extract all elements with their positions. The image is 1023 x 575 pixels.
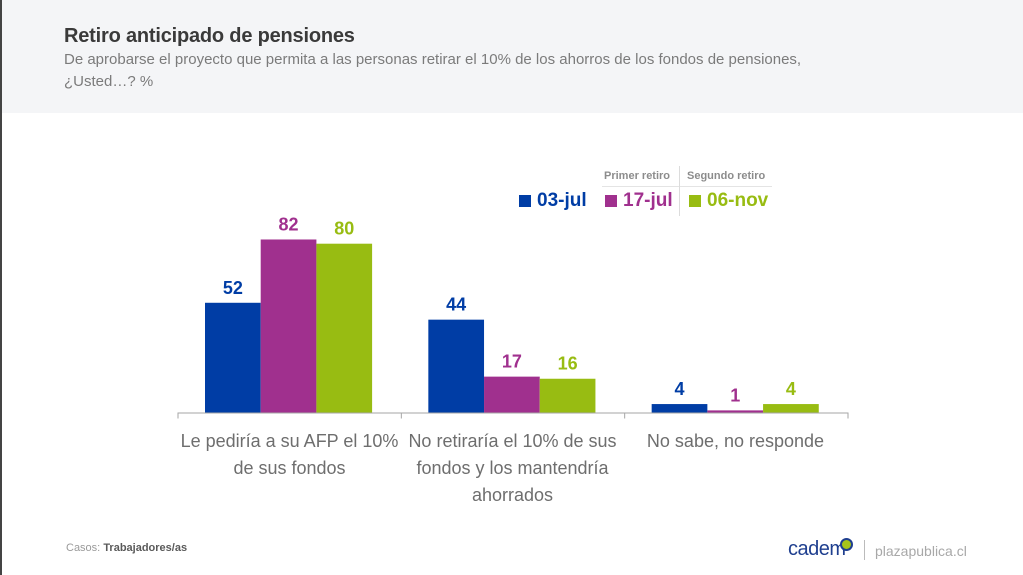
data-label: 4 [786, 379, 796, 399]
bar-03-jul-cat1 [428, 319, 485, 413]
chart-subtitle: De aprobarse el proyecto que permita a l… [64, 51, 802, 90]
legend-group-segundo-retiro: Segundo retiro [687, 170, 766, 182]
legend-group-primer-retiro: Primer retiro [604, 170, 671, 182]
bar-03-jul-cat0 [205, 302, 261, 413]
category-label: No retiraría el 10% de sus fondos y los … [408, 431, 617, 505]
legend-swatch-icon [605, 195, 617, 207]
category-label: No sabe, no responde [646, 431, 825, 451]
data-label: 80 [334, 219, 354, 239]
bar-06-nov-cat2 [763, 404, 819, 413]
data-label: 1 [730, 385, 740, 405]
cadem-logo-dot-icon [840, 538, 853, 551]
legend-item-17-jul: 17-jul [605, 190, 673, 212]
data-label: 17 [502, 352, 522, 372]
cases-note: Casos: Trabajadores/as [66, 542, 187, 554]
bar-06-nov-cat0 [316, 243, 373, 413]
legend-divider-horizontal [602, 186, 772, 187]
left-border [0, 0, 2, 575]
legend-item-03-jul: 03-jul [519, 190, 587, 212]
bar-06-nov-cat1 [539, 378, 596, 413]
footer-divider [864, 540, 865, 560]
data-label: 52 [223, 278, 243, 298]
cases-value: Trabajadores/as [103, 542, 188, 554]
legend-divider-vertical [679, 166, 680, 216]
legend-swatch-icon [519, 195, 531, 207]
data-label: 4 [675, 379, 685, 399]
legend-swatch-icon [689, 195, 701, 207]
legend-label: 17-jul [623, 190, 673, 211]
chart-title: Retiro anticipado de pensiones [64, 25, 355, 47]
data-label: 16 [558, 354, 578, 374]
bar-17-jul-cat0 [260, 239, 317, 413]
legend-label: 03-jul [537, 190, 587, 211]
bar-17-jul-cat2 [707, 410, 764, 413]
cadem-logo: cadem [788, 538, 846, 560]
legend-item-06-nov: 06-nov [689, 190, 768, 212]
legend-label: 06-nov [707, 190, 769, 211]
category-label: Le pediría a su AFP el 10% de sus fondos [180, 431, 399, 478]
data-label: 44 [446, 295, 466, 315]
data-label: 82 [279, 214, 299, 234]
site-url: plazapublica.cl [875, 543, 967, 559]
bar-03-jul-cat2 [651, 404, 708, 413]
cases-label: Casos: [66, 542, 101, 554]
bar-17-jul-cat1 [484, 376, 540, 413]
header-band [2, 0, 1023, 113]
